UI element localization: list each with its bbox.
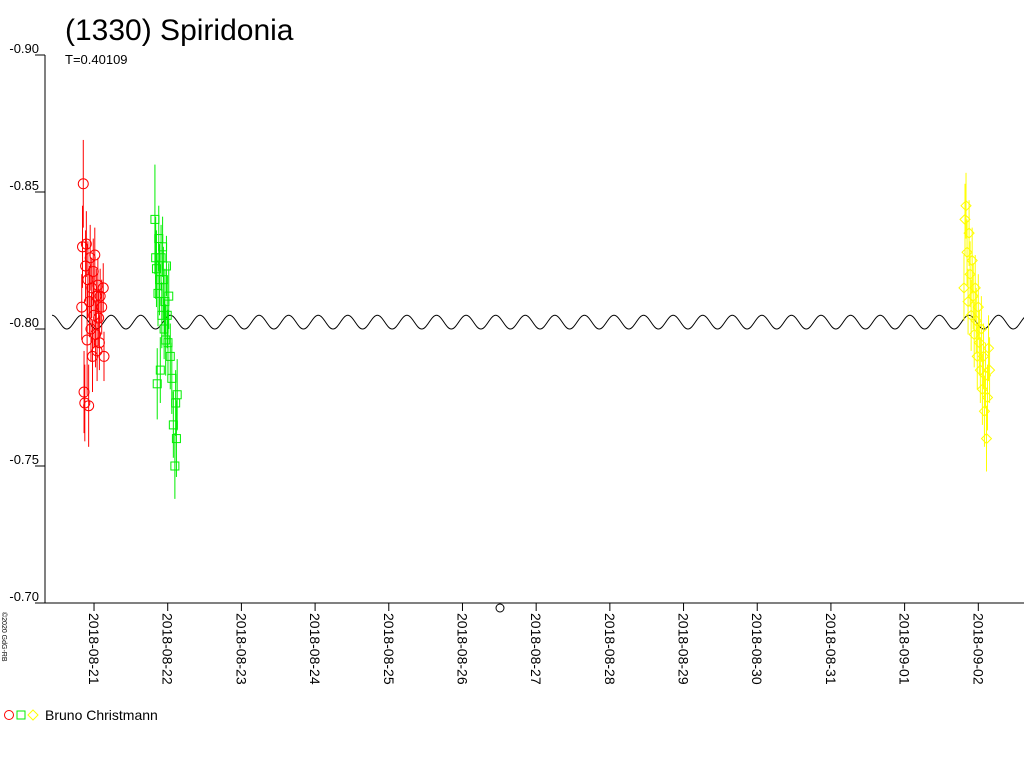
data-point: [89, 249, 101, 261]
data-point: [161, 261, 171, 271]
data-point: [80, 238, 92, 250]
data-point: [967, 290, 979, 302]
data-point: [83, 400, 95, 412]
data-point: [96, 301, 108, 313]
data-point: [92, 279, 104, 291]
copyright: ©2020 GdG-RB: [0, 612, 8, 662]
data-point: [78, 386, 90, 398]
data-point: [972, 301, 985, 313]
x-tick-label: 2018-08-21: [86, 613, 102, 685]
data-point: [91, 345, 103, 357]
data-point: [983, 364, 996, 376]
chart-title: (1330) Spiridonia: [65, 14, 294, 47]
data-point: [171, 434, 181, 444]
legend-label: Bruno Christmann: [45, 707, 158, 723]
data-point: [158, 242, 168, 252]
data-point: [980, 432, 993, 445]
data-point: [90, 290, 102, 302]
data-point: [83, 296, 95, 308]
legend-symbol: [27, 709, 39, 721]
data-point: [93, 312, 105, 324]
y-tick-label: -0.70: [9, 589, 39, 604]
x-tick-label: 2018-08-29: [676, 613, 692, 685]
x-tick-label: 2018-08-26: [454, 613, 470, 685]
data-point: [973, 336, 986, 349]
data-point: [959, 213, 971, 226]
data-point: [151, 253, 161, 263]
data-point: [93, 337, 105, 349]
data-point: [978, 405, 991, 417]
plot-area: [51, 314, 1024, 330]
data-point: [156, 253, 166, 263]
chart-subtitle: T=0.40109: [65, 52, 128, 67]
data-point: [158, 275, 168, 285]
data-point: [963, 227, 975, 239]
model-curve: [51, 314, 1024, 330]
data-point: [982, 342, 995, 354]
reference-marker: [495, 603, 505, 613]
data-point: [977, 350, 990, 363]
y-tick-label: -0.85: [9, 178, 39, 193]
y-tick-label: -0.80: [9, 315, 39, 330]
data-point: [165, 351, 175, 361]
data-point: [970, 315, 982, 327]
x-tick-label: 2018-08-30: [749, 613, 765, 685]
data-point: [94, 290, 106, 302]
data-point: [150, 214, 160, 224]
data-point: [76, 301, 88, 313]
x-tick-label: 2018-09-02: [970, 613, 986, 685]
legend-symbol: [4, 710, 14, 720]
data-point: [966, 254, 978, 267]
data-point: [168, 420, 178, 430]
x-tick-label: 2018-09-01: [897, 613, 913, 685]
data-point: [77, 178, 89, 190]
data-point: [87, 265, 99, 277]
x-tick-label: 2018-08-31: [823, 613, 839, 685]
data-point: [80, 260, 92, 272]
x-tick-label: 2018-08-28: [602, 613, 618, 685]
data-point: [170, 461, 180, 471]
data-point: [161, 335, 171, 345]
data-point: [155, 365, 165, 375]
data-point: [152, 379, 162, 389]
x-tick-label: 2018-08-22: [160, 613, 176, 685]
data-point: [969, 282, 981, 294]
data-point: [964, 268, 976, 280]
data-point: [163, 338, 173, 348]
data-point: [961, 246, 973, 258]
data-point: [981, 391, 994, 404]
data-point: [153, 288, 163, 298]
data-point: [976, 383, 989, 395]
data-point: [77, 241, 89, 253]
data-point: [86, 282, 98, 294]
legend-symbol: [16, 710, 26, 720]
data-point: [151, 264, 161, 274]
x-tick-label: 2018-08-27: [528, 613, 544, 685]
y-tick-label: -0.90: [9, 41, 39, 56]
data-point: [172, 390, 182, 400]
data-point: [968, 328, 980, 341]
y-tick-label: -0.75: [9, 452, 39, 467]
data-point: [159, 324, 169, 334]
data-point: [162, 310, 172, 320]
x-tick-label: 2018-08-24: [307, 613, 323, 685]
data-point: [79, 397, 91, 409]
x-tick-label: 2018-08-23: [233, 613, 249, 685]
data-point: [164, 291, 174, 301]
data-point: [958, 282, 970, 294]
data-point: [167, 373, 177, 383]
data-point: [81, 334, 93, 346]
data-point: [157, 310, 167, 320]
data-point: [98, 350, 110, 362]
data-point: [97, 282, 109, 294]
data-point: [960, 199, 972, 212]
x-tick-label: 2018-08-25: [381, 613, 397, 685]
data-point: [975, 323, 988, 335]
